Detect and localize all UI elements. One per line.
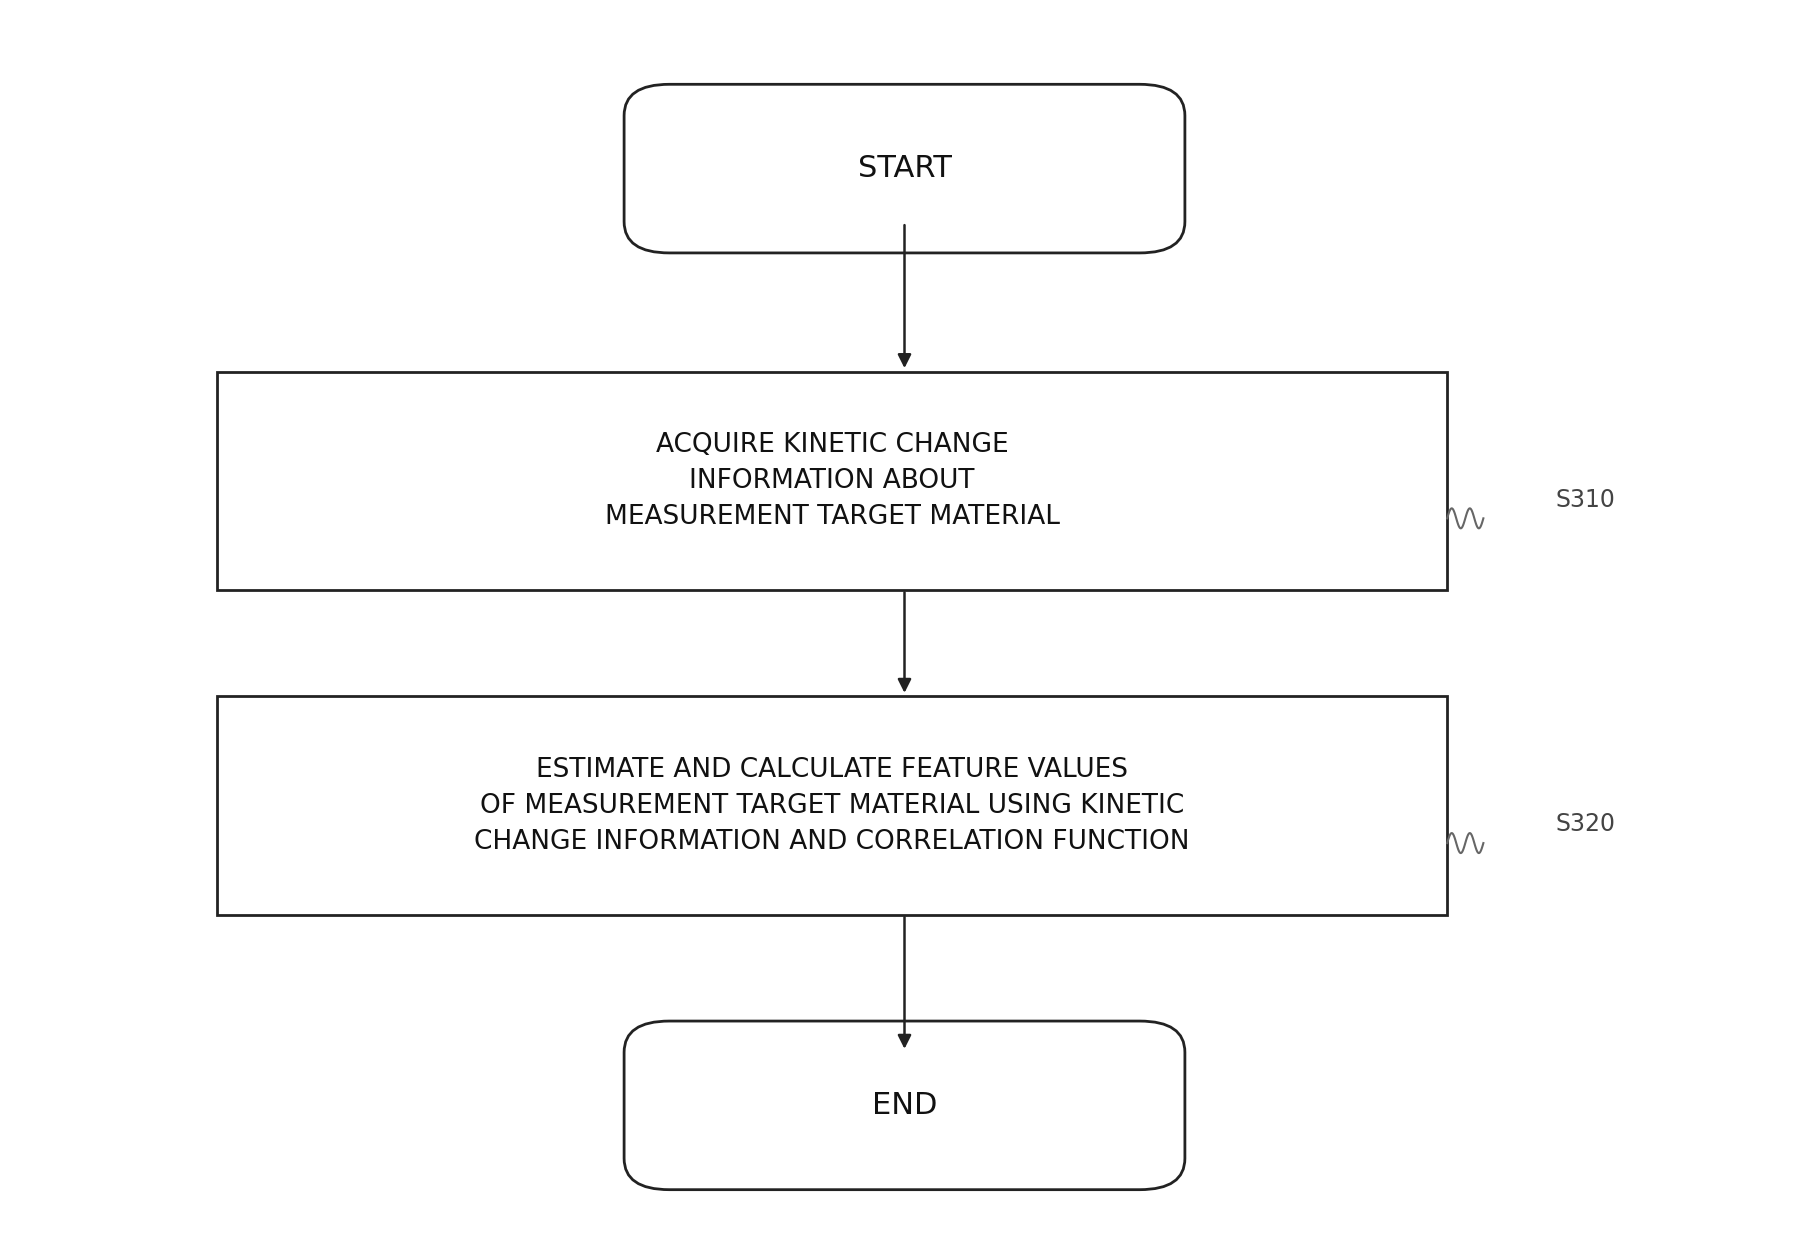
FancyBboxPatch shape xyxy=(624,85,1185,252)
Text: S310: S310 xyxy=(1556,487,1615,512)
Text: S320: S320 xyxy=(1556,812,1615,837)
FancyBboxPatch shape xyxy=(217,697,1447,914)
Text: START: START xyxy=(857,154,952,184)
FancyBboxPatch shape xyxy=(217,372,1447,591)
Text: END: END xyxy=(872,1090,937,1120)
Text: ESTIMATE AND CALCULATE FEATURE VALUES
OF MEASUREMENT TARGET MATERIAL USING KINET: ESTIMATE AND CALCULATE FEATURE VALUES OF… xyxy=(474,757,1190,854)
Text: ACQUIRE KINETIC CHANGE
INFORMATION ABOUT
MEASUREMENT TARGET MATERIAL: ACQUIRE KINETIC CHANGE INFORMATION ABOUT… xyxy=(604,432,1060,530)
FancyBboxPatch shape xyxy=(624,1022,1185,1189)
